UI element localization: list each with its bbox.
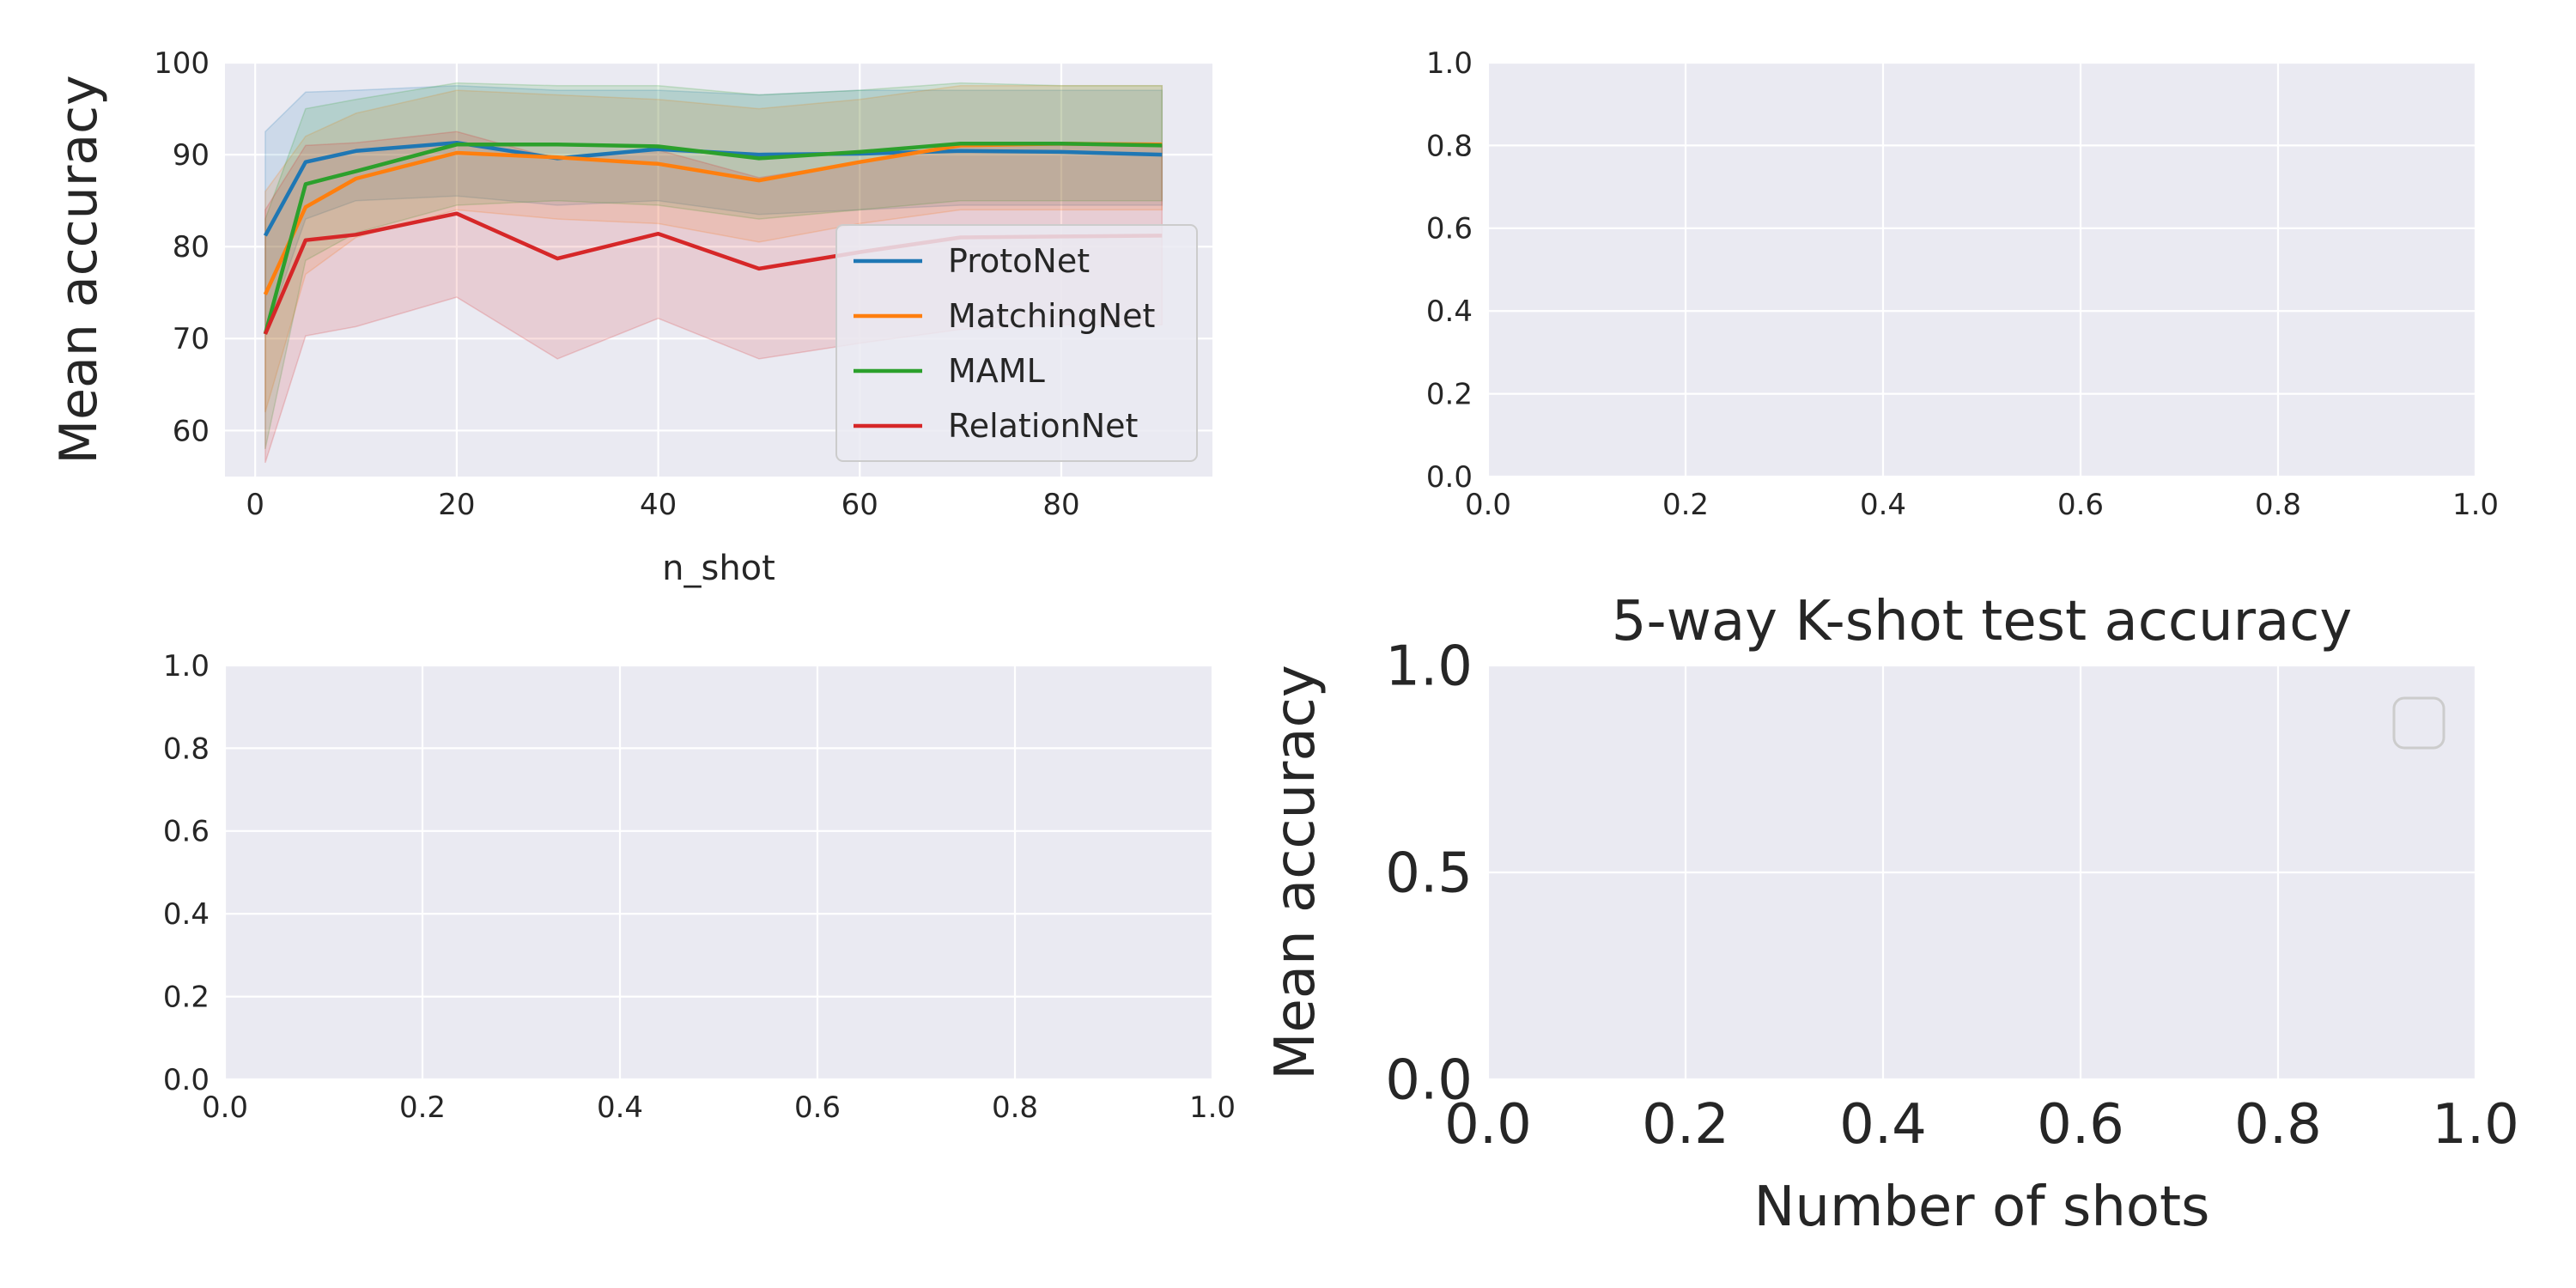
y-tick-label: 0.0 (1385, 1048, 1473, 1112)
x-tick-label: 0.6 (2037, 1093, 2124, 1157)
series-line-maml (263, 142, 1163, 335)
x-tick-label: 0.4 (1839, 1093, 1927, 1157)
x-tick-label: 0.4 (1860, 488, 1906, 522)
y-tick-label: 0.2 (163, 981, 210, 1015)
y-tick-label: 0.0 (1426, 460, 1473, 495)
y-axis-label: Mean accuracy (49, 75, 109, 464)
x-tick-label: 0.8 (992, 1091, 1038, 1125)
legend: ProtoNet MatchingNet MAML RelationNet (835, 224, 1198, 462)
x-tick-label: 0.2 (1662, 488, 1709, 522)
x-tick-label: 0 (246, 488, 264, 522)
y-tick-label: 1.0 (1426, 46, 1473, 81)
x-tick-label: 80 (1042, 488, 1079, 522)
subplot-2: 0.0 0.2 0.4 0.6 0.8 1.0 0.0 0.2 0.4 0.6 0.8 1.0 (1426, 46, 2499, 522)
x-tick-label: 1.0 (2452, 488, 2499, 522)
x-axis-label: n_shot (662, 549, 775, 588)
legend-entry: RelationNet (948, 407, 1138, 445)
plot-marks (263, 82, 1163, 464)
plot-area (225, 665, 1212, 1079)
plot-area (1488, 63, 2476, 477)
y-tick-label: 1.0 (163, 649, 210, 683)
x-tick-label: 0.0 (1465, 488, 1511, 522)
x-axis-label: Number of shots (1754, 1176, 2210, 1239)
y-tick-label: 0.4 (1426, 295, 1473, 329)
subplot-3: 0.0 0.2 0.4 0.6 0.8 1.0 0.0 0.2 0.4 0.6 0.8 1.0 (163, 649, 1236, 1125)
legend-entry: ProtoNet (948, 242, 1090, 280)
x-tick-label: 20 (438, 488, 475, 522)
x-tick-label: 0.8 (2255, 488, 2301, 522)
legend-box (2392, 696, 2445, 750)
y-tick-label: 1.0 (1385, 635, 1473, 698)
y-tick-label: 60 (173, 414, 210, 448)
y-tick-label: 90 (173, 138, 210, 173)
y-tick-label: 0.8 (163, 732, 210, 766)
y-tick-label: 0.4 (163, 897, 210, 932)
x-tick-label: 0.6 (2057, 488, 2104, 522)
y-tick-label: 0.5 (1385, 841, 1473, 905)
series-line-protonet (263, 140, 1163, 237)
x-tick-label: 1.0 (2432, 1093, 2519, 1157)
x-tick-label: 0.2 (1642, 1093, 1729, 1157)
y-tick-label: 0.6 (1426, 212, 1473, 246)
x-tick-label: 0.8 (2234, 1093, 2322, 1157)
x-tick-label: 0.0 (1444, 1093, 1532, 1157)
y-tick-label: 0.8 (1426, 129, 1473, 163)
x-tick-label: 0.2 (399, 1091, 446, 1125)
legend-box (835, 224, 1198, 462)
subplot-4: 0.0 0.2 0.4 0.6 0.8 1.0 0.0 0.5 1.0 Number of sho… (1264, 590, 2519, 1239)
y-tick-label: 80 (173, 230, 210, 264)
legend-entry: MAML (948, 352, 1045, 390)
y-tick-label: 100 (154, 46, 210, 81)
y-tick-label: 0.2 (1426, 378, 1473, 412)
x-tick-label: 60 (841, 488, 878, 522)
x-tick-label: 0.0 (202, 1091, 248, 1125)
y-tick-label: 0.6 (163, 815, 210, 849)
y-axis-label: Mean accuracy (1264, 665, 1327, 1079)
chart-title: 5-way K-shot test accuracy (1612, 590, 2352, 653)
confidence-band-maml (264, 82, 1163, 450)
x-tick-label: 1.0 (1189, 1091, 1236, 1125)
legend-entry: MatchingNet (948, 297, 1155, 335)
x-tick-label: 40 (640, 488, 677, 522)
x-tick-label: 0.4 (597, 1091, 643, 1125)
y-tick-label: 0.0 (163, 1063, 210, 1097)
x-tick-label: 0.6 (794, 1091, 841, 1125)
y-tick-label: 70 (173, 322, 210, 356)
subplot-1: 0 20 40 60 80 60 70 80 90 100 n_shot Mean accuracy P… (49, 46, 1212, 588)
